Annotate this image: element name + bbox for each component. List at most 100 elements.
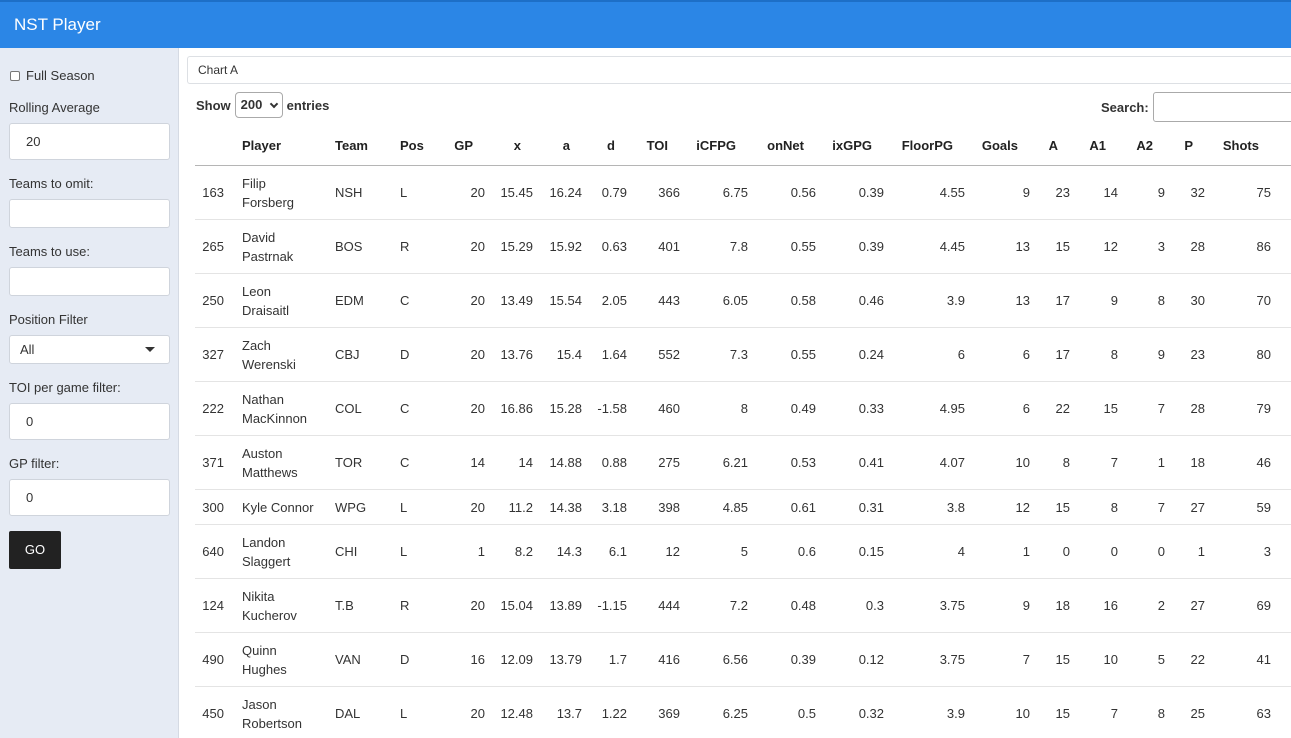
go-button[interactable]: GO [9, 531, 61, 569]
col-header-pos[interactable]: Pos [400, 128, 424, 166]
tab-chart-a[interactable]: Chart A [198, 63, 239, 77]
search-label: Search: [1101, 99, 1149, 115]
cell-player: Zach Werenski [242, 337, 296, 372]
col-header-label: Goals [981, 138, 1018, 153]
col-header-label: P [1184, 138, 1193, 153]
cell-a: 15.4 [556, 347, 582, 362]
cell-shots: 63 [1256, 706, 1271, 721]
cell-goals: 9 [1022, 598, 1030, 613]
cell-toi: 275 [658, 455, 680, 470]
main-panel: Chart A Show 200 entries Search: Player T… [179, 48, 1291, 738]
col-header-shots[interactable]: Shots [1223, 128, 1259, 166]
cell-a2: 8 [1157, 293, 1165, 308]
table-row[interactable]: 490 Quinn Hughes VAN D 16 12.09 13.79 1.7 416 6.5… [195, 633, 1291, 687]
table-row[interactable]: 640 Landon Slaggert CHI L 1 8.2 14.3 6.1 12 5 0.6 0… [195, 525, 1291, 579]
cell-gp: 20 [470, 185, 485, 200]
gp-filter-input[interactable]: 0 [9, 479, 170, 516]
cell-icfpg: 8 [740, 401, 748, 416]
checkbox-box[interactable] [10, 70, 20, 81]
col-header-a1[interactable]: A1 [1089, 128, 1106, 166]
cell-a2: 7 [1157, 401, 1165, 416]
col-header-d[interactable]: d [607, 128, 615, 166]
entries-select[interactable]: 200 [234, 92, 283, 118]
search-input[interactable] [1152, 92, 1291, 122]
cell-a: 15.92 [549, 239, 582, 254]
cell-d: 1.64 [601, 347, 627, 362]
cell-a: 23 [1055, 185, 1070, 200]
cell-team: CBJ [335, 347, 360, 362]
cell-floorpg: 4.55 [939, 185, 965, 200]
table-row[interactable]: 163 Filip Forsberg NSH L 20 15.45 16.24 0.79 366… [195, 166, 1291, 220]
cell-gp: 20 [470, 499, 485, 515]
col-header-floorpg[interactable]: FloorPG [902, 128, 953, 166]
cell-a2: 7 [1157, 499, 1165, 515]
col-header-gp[interactable]: GP [454, 128, 473, 166]
cell-onnet: 0.6 [797, 544, 816, 559]
col-header-p[interactable]: P [1184, 128, 1193, 166]
cell-a2: 9 [1157, 185, 1165, 200]
cell-toi: 366 [658, 185, 680, 200]
cell-p: 32 [1190, 185, 1205, 200]
table-row[interactable]: 371 Auston Matthews TOR C 14 14 14.88 0.88 275 6.… [195, 436, 1291, 490]
cell-gp: 20 [470, 706, 485, 721]
cell-shots: 3 [1263, 544, 1271, 559]
cell-gp: 20 [470, 598, 485, 613]
table-row[interactable]: 124 Nikita Kucherov T.B R 20 15.04 13.89 -1.15 4… [195, 579, 1291, 633]
col-header-ixgpg[interactable]: ixGPG [832, 128, 872, 166]
cell-team: BOS [335, 239, 363, 254]
table-row[interactable]: 300 Kyle Connor WPG L 20 11.2 14.38 3.18 398 4.85… [195, 490, 1291, 525]
cell-a: 14.88 [549, 455, 582, 470]
full-season-checkbox[interactable]: Full Season [10, 68, 95, 83]
cell-icfpg: 6.05 [722, 293, 748, 308]
cell-ixgpg: 0.39 [858, 239, 884, 254]
app-title[interactable]: NST Player [14, 15, 101, 34]
teams-to-use-input[interactable] [9, 267, 170, 296]
cell-onnet: 0.55 [790, 239, 816, 254]
table-row[interactable]: 327 Zach Werenski CBJ D 20 13.76 15.4 1.64 552 7.… [195, 328, 1291, 382]
cell-a: 14.38 [549, 499, 582, 515]
table-body: 163 Filip Forsberg NSH L 20 15.45 16.24 0.79 366… [195, 166, 1291, 738]
cell-player: Nathan MacKinnon [242, 391, 308, 426]
cell-d: 2.05 [601, 293, 627, 308]
cell-index: 222 [202, 401, 224, 416]
table-row[interactable]: 222 Nathan MacKinnon COL C 20 16.86 15.28 -1.58… [195, 382, 1291, 436]
position-filter-select[interactable]: All [9, 335, 170, 364]
cell-floorpg: 4.45 [939, 239, 965, 254]
col-header-goals[interactable]: Goals [982, 128, 1018, 166]
cell-a: 15 [1055, 706, 1070, 721]
col-header-label: TOI [646, 138, 668, 153]
cell-a: 15 [1055, 652, 1070, 667]
cell-floorpg: 3.75 [939, 598, 965, 613]
cell-player: Quinn Hughes [242, 642, 287, 677]
col-header-toi[interactable]: TOI [647, 128, 668, 166]
col-header-a[interactable]: A [1049, 128, 1058, 166]
toi-filter-input[interactable]: 0 [9, 403, 170, 440]
col-header-icfpg[interactable]: iCFPG [696, 128, 736, 166]
rolling-average-input[interactable]: 20 [9, 123, 170, 160]
col-header-player[interactable]: Player [242, 128, 281, 166]
col-header-onnet[interactable]: onNet [767, 128, 804, 166]
col-header-x[interactable]: x [514, 128, 521, 166]
cell-team: CHI [335, 544, 358, 559]
col-header-a2[interactable]: A2 [1136, 128, 1153, 166]
cell-gp: 14 [470, 455, 485, 470]
table-row[interactable]: 450 Jason Robertson DAL L 20 12.48 13.7 1.22 369… [195, 687, 1291, 738]
entries-select-value: 200 [240, 97, 263, 112]
table-row[interactable]: 250 Leon Draisaitl EDM C 20 13.49 15.54 2.05 443… [195, 274, 1291, 328]
cell-goals: 13 [1015, 293, 1030, 308]
cell-floorpg: 3.8 [946, 499, 965, 515]
cell-toi: 552 [658, 347, 680, 362]
teams-to-omit-input[interactable] [9, 199, 170, 228]
cell-a: 18 [1055, 598, 1070, 613]
cell-a2: 8 [1157, 706, 1165, 721]
cell-icfpg: 6.56 [722, 652, 748, 667]
cell-d: -1.58 [597, 401, 627, 416]
col-header-a[interactable]: a [563, 128, 570, 166]
entries-label: entries [286, 97, 330, 113]
table-row[interactable]: 265 David Pastrnak BOS R 20 15.29 15.92 0.63 401… [195, 220, 1291, 274]
cell-p: 28 [1190, 239, 1205, 254]
cell-onnet: 0.48 [790, 598, 816, 613]
cell-floorpg: 4.95 [939, 401, 965, 416]
cell-x: 14 [518, 455, 533, 470]
col-header-team[interactable]: Team [335, 128, 368, 166]
